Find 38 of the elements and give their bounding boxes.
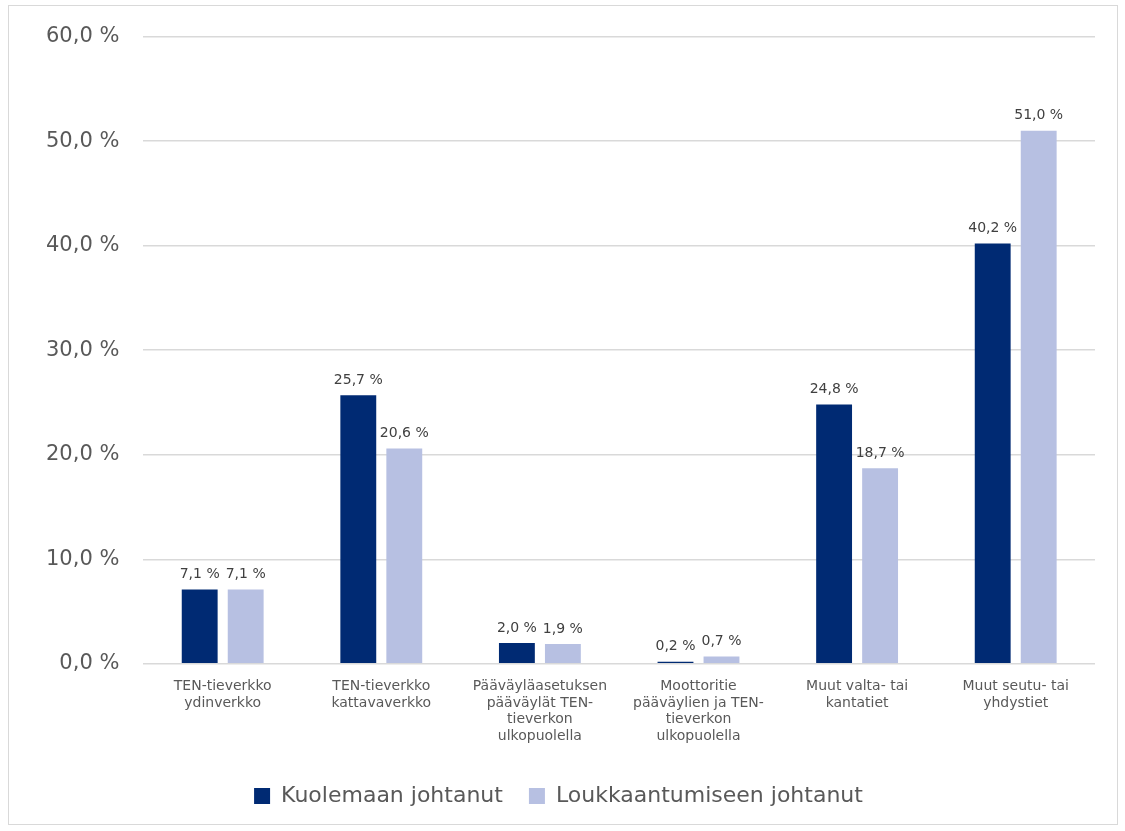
data-label: 40,2 % — [968, 219, 1018, 236]
x-tick-label: Muut seutu- tai yhdystiet — [962, 676, 1069, 710]
bar — [386, 448, 423, 664]
data-label: 0,2 % — [655, 637, 696, 654]
y-tick-label: 40,0 % — [46, 232, 120, 257]
x-tick-label: Muut valta- tai kantatiet — [806, 676, 909, 710]
x-tick-label: TEN-tieverkko ydinverkko — [172, 676, 272, 710]
x-tick-label: Pääväyläasetuksen pääväylät TEN-tieverkon ulkopuolella — [472, 676, 608, 744]
y-tick-label: 50,0 % — [46, 127, 120, 152]
data-label: 7,1 % — [179, 565, 220, 582]
bar — [544, 643, 581, 664]
bar — [498, 642, 535, 664]
y-tick-label: 0,0 % — [59, 650, 120, 675]
legend-label: Loukkaantumiseen johtanut — [555, 781, 864, 807]
bar — [816, 404, 853, 664]
data-label: 2,0 % — [496, 618, 537, 635]
data-label: 18,7 % — [855, 443, 905, 460]
bar — [974, 243, 1011, 664]
data-label: 0,7 % — [701, 632, 742, 649]
x-tick-label: TEN-tieverkko kattavaverkko — [331, 676, 432, 710]
data-label: 20,6 % — [379, 424, 429, 441]
data-label: 25,7 % — [333, 370, 383, 387]
bar — [862, 468, 899, 664]
y-tick-label: 10,0 % — [46, 545, 120, 570]
data-label: 7,1 % — [225, 565, 266, 582]
data-label: 24,8 % — [809, 380, 859, 397]
data-label: 1,9 % — [542, 619, 583, 636]
x-tick-label: Moottoritie pääväylien ja TEN-tieverkon ulkopuolella — [633, 676, 764, 744]
y-tick-label: 20,0 % — [46, 441, 120, 466]
legend-label: Kuolemaan johtanut — [281, 781, 504, 807]
bar — [227, 589, 264, 664]
bar — [340, 395, 377, 664]
bar — [181, 589, 218, 664]
bar — [1020, 130, 1057, 664]
y-tick-label: 60,0 % — [46, 23, 120, 48]
bar — [703, 656, 740, 664]
data-label: 51,0 % — [1014, 106, 1064, 123]
y-tick-label: 30,0 % — [46, 336, 120, 361]
